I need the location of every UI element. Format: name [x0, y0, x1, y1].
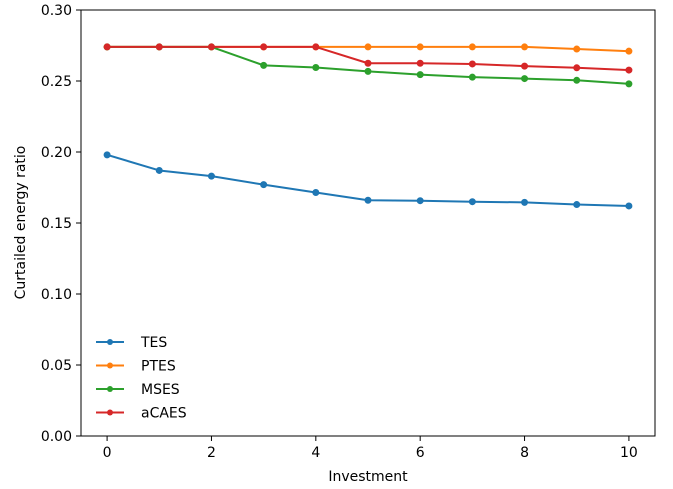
data-point-tes	[573, 201, 581, 209]
y-axis-label: Curtailed energy ratio	[13, 146, 29, 300]
legend-marker-acaes	[107, 409, 113, 416]
legend: TES PTES MSES aCAES	[96, 335, 187, 422]
data-point-tes	[416, 197, 424, 205]
data-point-mses	[468, 73, 476, 81]
legend-label-mses: MSES	[141, 382, 180, 398]
data-point-ptes	[416, 43, 424, 51]
x-tick-label: 8	[520, 445, 529, 461]
series-ptes	[103, 43, 633, 55]
data-point-acaes	[207, 43, 215, 51]
legend-marker-mses	[107, 386, 113, 392]
legend-item-acaes: aCAES	[96, 406, 187, 422]
data-point-tes	[625, 202, 633, 210]
data-point-acaes	[521, 62, 529, 70]
data-point-ptes	[625, 47, 633, 55]
x-tick-label: 0	[103, 445, 112, 461]
data-point-tes	[468, 198, 476, 206]
y-tick-label: 0.25	[41, 74, 72, 90]
data-point-acaes	[260, 43, 268, 51]
series-group	[103, 43, 633, 210]
legend-item-mses: MSES	[96, 382, 180, 398]
data-point-tes	[521, 198, 529, 206]
data-point-mses	[521, 75, 529, 83]
data-point-mses	[573, 76, 581, 84]
data-point-acaes	[155, 43, 163, 51]
data-point-tes	[312, 188, 320, 196]
x-axis-label: Investment	[328, 469, 408, 485]
data-point-acaes	[312, 43, 320, 51]
data-point-acaes	[416, 59, 424, 67]
data-point-ptes	[573, 45, 581, 53]
data-point-tes	[155, 166, 163, 174]
data-point-acaes	[103, 43, 111, 51]
x-tick-label: 10	[620, 445, 638, 461]
data-point-acaes	[573, 64, 581, 72]
series-tes	[103, 151, 633, 210]
x-tick-label: 2	[207, 445, 216, 461]
data-point-acaes	[468, 60, 476, 68]
x-tick-label: 6	[416, 445, 425, 461]
y-tick-label: 0.10	[41, 287, 72, 303]
data-point-mses	[364, 67, 372, 75]
y-tick-label: 0.30	[41, 3, 72, 19]
y-tick-label: 0.05	[41, 358, 72, 374]
x-axis: 0 2 4 6 8 10	[103, 436, 638, 461]
data-point-ptes	[364, 43, 372, 51]
legend-item-tes: TES	[96, 335, 167, 351]
data-point-acaes	[364, 59, 372, 67]
legend-marker-tes	[107, 339, 113, 345]
data-point-mses	[312, 64, 320, 72]
legend-label-acaes: aCAES	[141, 406, 187, 422]
data-point-tes	[260, 181, 268, 189]
series-acaes	[103, 43, 633, 74]
data-point-tes	[364, 196, 372, 204]
data-point-ptes	[468, 43, 476, 51]
data-point-acaes	[625, 66, 633, 74]
data-point-mses	[260, 61, 268, 69]
data-point-tes	[103, 151, 111, 159]
y-tick-label: 0.15	[41, 216, 72, 232]
y-tick-label: 0.00	[41, 429, 72, 445]
data-point-mses	[625, 80, 633, 88]
y-tick-label: 0.20	[41, 145, 72, 161]
legend-label-ptes: PTES	[141, 359, 176, 375]
legend-marker-ptes	[107, 362, 113, 369]
x-tick-label: 4	[311, 445, 320, 461]
data-point-mses	[416, 71, 424, 79]
y-axis: 0.00 0.05 0.10 0.15 0.20 0.25 0.30	[41, 3, 81, 445]
data-point-tes	[207, 172, 215, 180]
data-point-ptes	[521, 43, 529, 51]
legend-label-tes: TES	[140, 335, 167, 351]
legend-item-ptes: PTES	[96, 359, 176, 375]
